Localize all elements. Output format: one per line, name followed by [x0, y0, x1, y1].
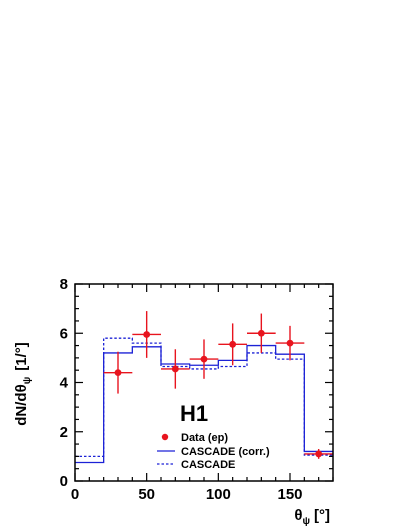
- plot-content: [75, 311, 333, 464]
- data-point: [143, 331, 151, 338]
- legend: Data (ep) CASCADE (corr.) CASCADE: [157, 432, 270, 471]
- y-tick-label: 2: [60, 424, 68, 441]
- data-point: [200, 355, 208, 363]
- x-tick-label: 100: [206, 486, 231, 503]
- y-tick-label: 8: [60, 276, 68, 293]
- x-tick-label: 50: [138, 486, 155, 503]
- data-point: [114, 369, 122, 377]
- data-point: [286, 339, 294, 347]
- legend-label-cascade-corr: CASCADE (corr.): [181, 446, 270, 458]
- y-tick-label: 4: [60, 375, 69, 392]
- data-point: [315, 450, 323, 458]
- y-axis-title: dN/dθψ[1/°]: [13, 342, 33, 425]
- y-tick-label: 0: [60, 473, 68, 490]
- tick-labels: 0 50 100 150 0 2 4 6 8: [60, 276, 303, 503]
- x-tick-label: 150: [277, 486, 302, 503]
- data-point: [229, 340, 237, 348]
- legend-marker-data: [161, 433, 169, 441]
- data-point: [171, 365, 179, 373]
- data-point: [257, 329, 265, 337]
- x-axis-title: θψ [°]: [294, 507, 330, 527]
- experiment-label: H1: [180, 401, 208, 426]
- axis-ticks: [74, 283, 334, 482]
- legend-label-data: Data (ep): [181, 432, 228, 444]
- legend-label-cascade: CASCADE: [181, 459, 235, 471]
- x-tick-label: 0: [71, 486, 79, 503]
- y-tick-label: 6: [60, 325, 68, 342]
